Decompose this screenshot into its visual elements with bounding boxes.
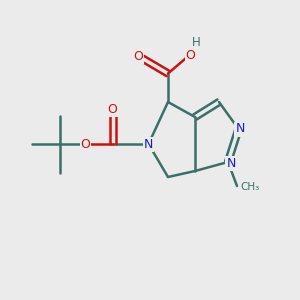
- Text: O: O: [108, 103, 117, 116]
- Text: N: N: [226, 157, 236, 170]
- Text: CH₃: CH₃: [240, 182, 259, 193]
- Text: N: N: [235, 122, 245, 136]
- Text: O: O: [186, 49, 195, 62]
- Text: H: H: [192, 35, 201, 49]
- Text: O: O: [133, 50, 143, 64]
- Text: N: N: [144, 137, 153, 151]
- Text: O: O: [81, 137, 90, 151]
